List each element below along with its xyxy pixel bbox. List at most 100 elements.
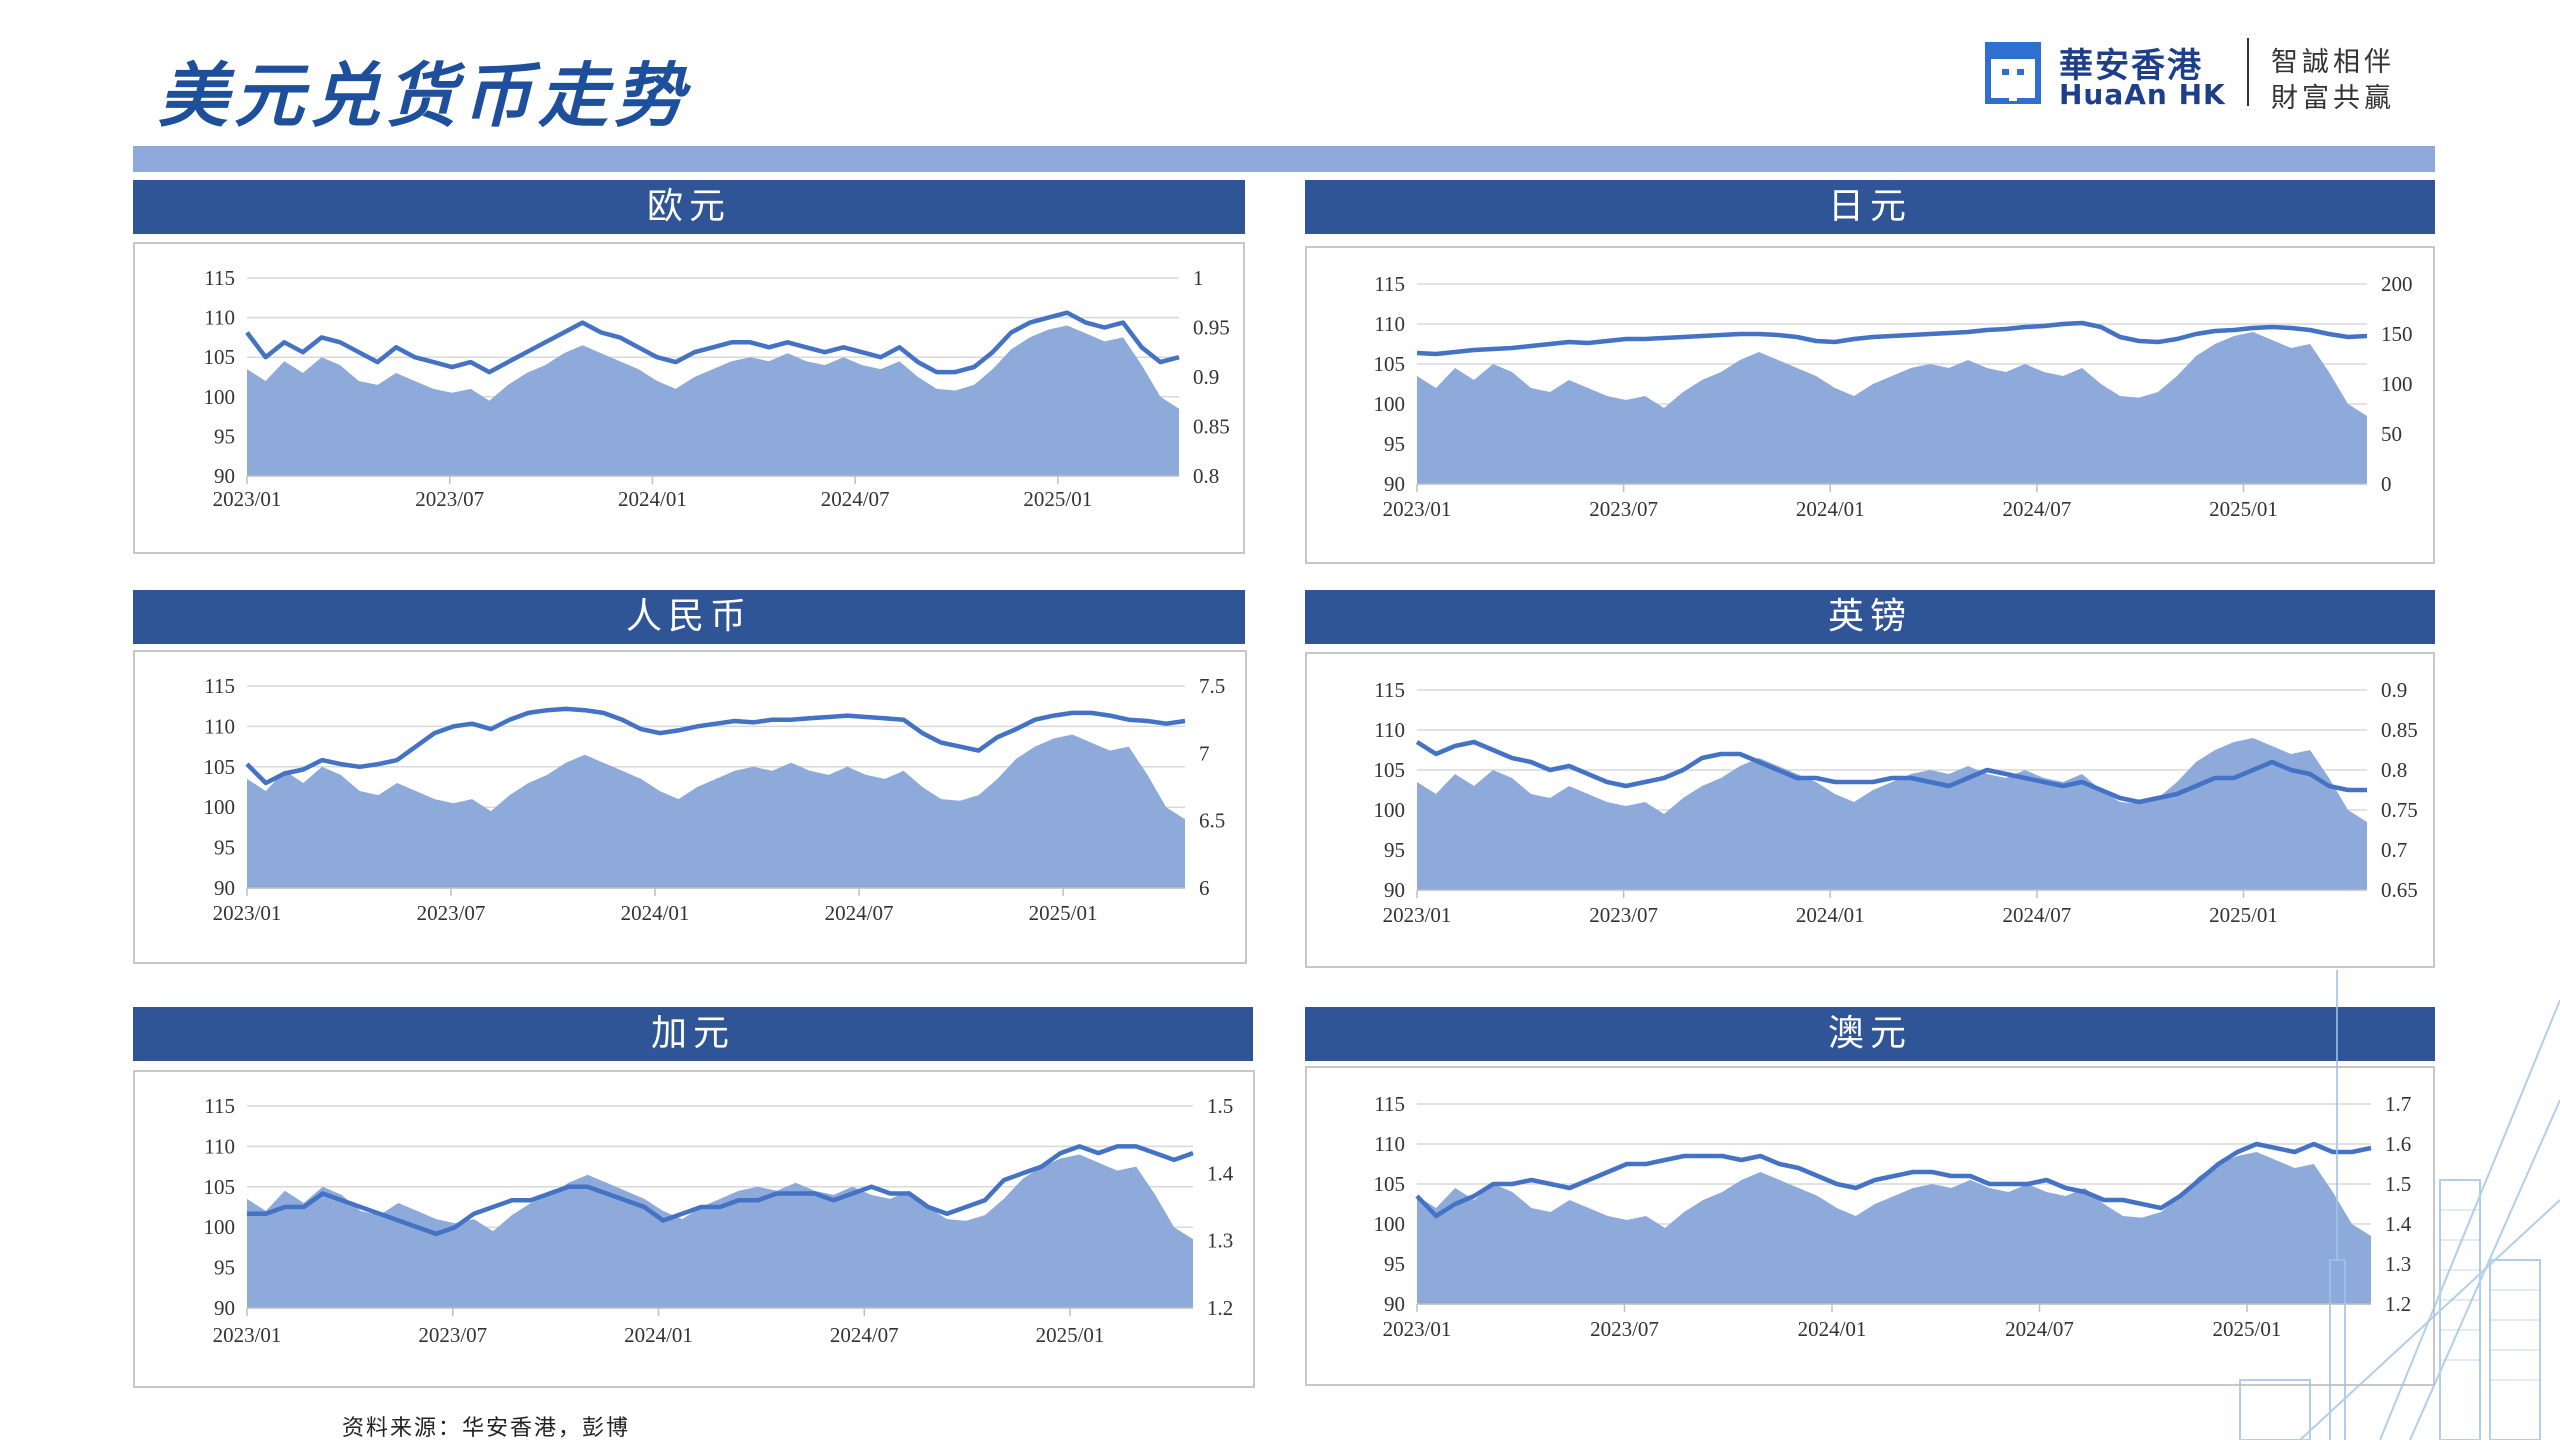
y-tick-label: 110 (1374, 1132, 1405, 1156)
y2-tick-label: 1.4 (2385, 1212, 2412, 1236)
x-tick-label: 2024/07 (2002, 497, 2071, 521)
series-area-usdx (247, 734, 1185, 888)
x-tick-label: 2023/01 (1383, 1317, 1452, 1341)
y2-tick-label: 200 (2381, 272, 2413, 296)
legend-label-area: USDX (1724, 1386, 1787, 1388)
company-logo: 華安香港 HuaAn HK 智誠相伴 財富共贏 (1985, 38, 2405, 114)
y2-tick-label: 50 (2381, 422, 2402, 446)
chart-jpy: 115 110 105 100 95 90 200 150 100 50 0 2023/01 2023/… (1374, 272, 2413, 521)
y-tick-label: 90 (214, 1296, 235, 1320)
source-note: 资料来源：华安香港，彭博 (342, 1416, 631, 1441)
y-tick-label: 90 (1384, 878, 1405, 902)
y2-tick-label: 1.2 (2385, 1292, 2411, 1316)
y2-tick-label: 150 (2381, 322, 2413, 346)
y2-tick-label: 0.85 (2381, 718, 2418, 742)
y-tick-label: 95 (1384, 838, 1405, 862)
y2-tick-label: 0.65 (2381, 878, 2418, 902)
panel-title-cad: 加元 (133, 1007, 1253, 1061)
logo-slogan-line2: 財富共贏 (2271, 83, 2395, 114)
y-tick-label: 105 (204, 1175, 236, 1199)
x-tick-label: 2024/07 (825, 901, 894, 925)
x-tick-label: 2024/07 (821, 487, 890, 511)
y2-tick-label: 0.95 (1193, 316, 1230, 340)
series-line-usdeur (245, 310, 1180, 375)
y-tick-label: 115 (1374, 272, 1405, 296)
y2-tick-label: 1.5 (2385, 1172, 2411, 1196)
x-tick-label: 2024/01 (624, 1323, 693, 1347)
y-tick-label: 105 (1374, 758, 1406, 782)
y-tick-label: 115 (204, 674, 235, 698)
x-tick-label: 2023/07 (417, 901, 486, 925)
chart-cnh: 115 110 105 100 95 90 7.5 7 6.5 6 2023/01 2023/07 20… (204, 674, 1226, 925)
y2-tick-label: 0.8 (1193, 464, 1219, 488)
y-tick-label: 95 (1384, 432, 1405, 456)
y-tick-label: 105 (1374, 352, 1406, 376)
y2-tick-label: 1.4 (1207, 1161, 1234, 1185)
y-tick-label: 90 (1384, 472, 1405, 496)
y-tick-label: 110 (1374, 718, 1405, 742)
y-tick-label: 95 (214, 1256, 235, 1280)
panel-title-aud: 澳元 (1305, 1007, 2435, 1061)
series-line-usdcnh (245, 706, 1186, 786)
series-line-usdcad (247, 1144, 1194, 1237)
y-tick-label: 90 (214, 464, 235, 488)
x-tick-label: 2024/07 (2005, 1317, 2074, 1341)
x-tick-label: 2024/07 (2002, 903, 2071, 927)
x-tick-label: 2023/07 (1590, 1317, 1659, 1341)
y-tick-label: 105 (204, 345, 236, 369)
x-tick-label: 2025/01 (2209, 497, 2278, 521)
header-band (133, 146, 2435, 172)
series-area-usdx (1417, 738, 2367, 890)
x-tick-label: 2023/01 (1383, 497, 1452, 521)
panel-title-jpy: 日元 (1305, 180, 2435, 234)
y2-tick-label: 100 (2381, 372, 2413, 396)
page-title: 美元兑货币走势 (158, 54, 690, 137)
huaan-logo-icon (1985, 42, 2041, 104)
y2-tick-label: 1.7 (2385, 1092, 2411, 1116)
y-tick-label: 110 (204, 1134, 235, 1158)
legend-label-line: USDGBP (1858, 968, 1949, 970)
y2-tick-label: 0.9 (2381, 678, 2407, 702)
y-tick-label: 110 (204, 714, 235, 738)
x-tick-label: 2023/07 (1589, 903, 1658, 927)
y-tick-label: 110 (204, 306, 235, 330)
y2-tick-label: 6.5 (1199, 809, 1225, 833)
y2-tick-label: 0.85 (1193, 415, 1230, 439)
y-tick-label: 100 (1374, 392, 1406, 416)
y-tick-label: 90 (1384, 1292, 1405, 1316)
y-tick-label: 105 (1374, 1172, 1406, 1196)
series-area-usdx (1417, 1152, 2371, 1304)
logo-name-en: HuaAn HK (2059, 78, 2226, 111)
y2-tick-label: 7 (1199, 741, 1210, 765)
y2-tick-label: 6 (1199, 876, 1210, 900)
y-tick-label: 95 (214, 836, 235, 860)
y2-tick-label: 0 (2381, 472, 2392, 496)
chart-cad: 115 110 105 100 95 90 1.5 1.4 1.3 1.2 2023/01 2023/… (204, 1094, 1234, 1347)
y2-tick-label: 1.3 (1207, 1229, 1233, 1253)
y2-tick-label: 0.9 (1193, 365, 1219, 389)
logo-divider (2247, 38, 2249, 106)
y2-tick-label: 1.2 (1207, 1296, 1233, 1320)
legend-label-line: USDAUD (1860, 1386, 1956, 1388)
x-tick-label: 2023/07 (1589, 497, 1658, 521)
y-tick-label: 95 (1384, 1252, 1405, 1276)
x-tick-label: 2023/01 (213, 487, 282, 511)
x-tick-label: 2025/01 (1036, 1323, 1105, 1347)
y2-tick-label: 1 (1193, 266, 1204, 290)
legend-label-area: USDX (1722, 968, 1785, 970)
chart-panel-cnh: 115 110 105 100 95 90 7.5 7 6.5 6 2023/01 2023/07 20… (133, 650, 1247, 964)
series-line-usdaud (1415, 1141, 2372, 1219)
y-tick-label: 100 (204, 385, 236, 409)
series-area-usdx (247, 1154, 1193, 1308)
x-tick-label: 2025/01 (1023, 487, 1092, 511)
x-tick-label: 2023/07 (418, 1323, 487, 1347)
series-area-usdx (1417, 332, 2367, 484)
y-tick-label: 95 (214, 424, 235, 448)
x-tick-label: 2024/01 (1796, 903, 1865, 927)
y-tick-label: 100 (204, 795, 236, 819)
y-tick-label: 115 (204, 1094, 235, 1118)
y-tick-label: 100 (1374, 1212, 1406, 1236)
panel-title-cnh: 人民币 (133, 590, 1245, 644)
chart-gbp: 115 110 105 100 95 90 0.9 0.85 0.8 0.75 0.7 0.65 202… (1374, 678, 2418, 970)
x-tick-label: 2024/01 (1796, 497, 1865, 521)
